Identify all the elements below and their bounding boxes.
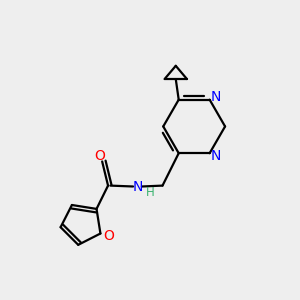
- Text: O: O: [103, 229, 114, 243]
- Text: N: N: [132, 180, 143, 194]
- Text: N: N: [211, 90, 221, 104]
- Text: H: H: [146, 186, 154, 199]
- Text: O: O: [94, 148, 105, 163]
- Text: N: N: [211, 149, 221, 163]
